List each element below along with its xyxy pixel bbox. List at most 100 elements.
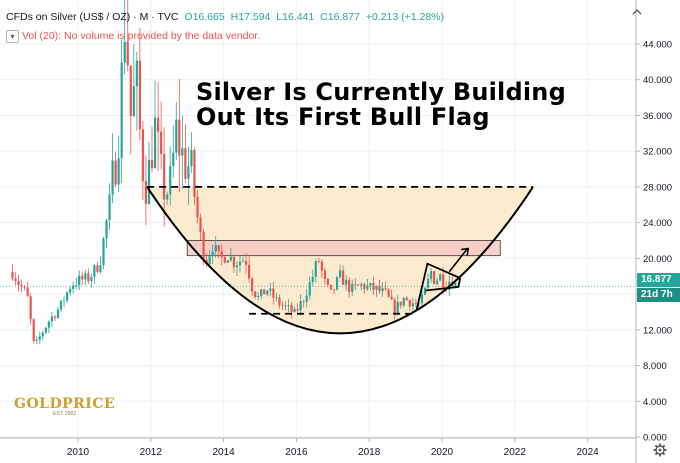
x-tick-label: 2014 xyxy=(212,447,235,458)
y-tick-label: 8.000 xyxy=(643,361,667,372)
y-tick-label: 32.000 xyxy=(643,147,672,158)
candle-body xyxy=(436,280,439,284)
candle-body xyxy=(290,304,293,312)
candle-body xyxy=(354,283,357,285)
candle-body xyxy=(405,297,408,301)
candle-body xyxy=(135,60,138,87)
y-tick-label: 20.000 xyxy=(643,254,672,265)
gear-icon[interactable] xyxy=(653,443,667,457)
candle-body xyxy=(408,300,411,307)
candle-body xyxy=(402,297,405,306)
ohlc-close: C16.877 xyxy=(320,11,360,23)
price-axis[interactable]: 0.0004.0008.00012.00016.00020.00024.0002… xyxy=(635,0,672,463)
candle-body xyxy=(223,257,226,263)
candle-body xyxy=(87,273,90,282)
candle-body xyxy=(190,150,193,167)
candle-body xyxy=(90,276,93,282)
candle-body xyxy=(454,282,457,286)
y-tick-label: 4.000 xyxy=(643,397,667,408)
y-tick-label: 0.000 xyxy=(643,433,667,444)
candle-body xyxy=(287,304,290,306)
y-tick-label: 36.000 xyxy=(643,111,672,122)
chevron-up-icon[interactable] xyxy=(632,9,642,15)
candle-body xyxy=(62,300,66,302)
candle-body xyxy=(414,303,418,305)
candle-body xyxy=(320,261,323,271)
last-price-tag: 16.877 xyxy=(637,273,680,287)
candle-body xyxy=(238,261,242,266)
candle-body xyxy=(84,273,87,280)
x-tick-label: 2012 xyxy=(140,447,163,458)
candle-body xyxy=(378,286,381,292)
cup-curve xyxy=(146,186,534,335)
candle-body xyxy=(260,289,263,297)
candlestick-series xyxy=(11,0,457,345)
candle-body xyxy=(35,339,38,341)
candle-body xyxy=(41,332,44,337)
candle-body xyxy=(263,289,266,295)
candle-body xyxy=(160,131,163,155)
symbol-title[interactable]: CFDs on Silver (US$ / OZ) · M · TVC xyxy=(6,11,179,23)
candle-body xyxy=(281,305,284,307)
legend-volume-row: ▾ Vol (20): No volume is provided by the … xyxy=(6,30,263,43)
candle-body xyxy=(102,238,105,266)
candle-body xyxy=(156,117,160,132)
candle-body xyxy=(11,271,14,279)
chevron-down-icon[interactable]: ▾ xyxy=(6,30,19,43)
logo-name: GOLDPRICE xyxy=(14,396,116,412)
logo-tagline: EST. 2002 xyxy=(53,411,77,417)
candle-body xyxy=(357,284,360,286)
candle-body xyxy=(338,270,342,278)
candle-body xyxy=(56,309,60,318)
candle-body xyxy=(38,336,41,340)
x-tick-label: 2022 xyxy=(504,447,527,458)
candle-body xyxy=(129,65,132,117)
candle-body xyxy=(426,278,430,288)
candle-body xyxy=(138,60,141,130)
candle-body xyxy=(387,289,390,297)
candle-body xyxy=(93,265,96,277)
candle-body xyxy=(220,251,223,258)
candle-body xyxy=(99,265,102,272)
candle-body xyxy=(111,160,114,195)
x-tick-label: 2010 xyxy=(67,447,90,458)
resistance-zone xyxy=(186,240,501,257)
candle-body xyxy=(254,291,257,297)
candle-body xyxy=(226,260,229,263)
candle-body xyxy=(78,275,81,286)
candle-body xyxy=(69,289,72,293)
candle-body xyxy=(65,292,69,301)
candle-body xyxy=(217,245,220,252)
candle-body xyxy=(251,278,254,292)
candle-body xyxy=(308,282,311,296)
candle-body xyxy=(175,119,178,153)
x-tick-label: 2018 xyxy=(358,447,381,458)
candle-body xyxy=(214,245,217,252)
candle-body xyxy=(366,285,369,289)
candle-body xyxy=(96,265,99,272)
candle-body xyxy=(184,148,187,179)
candle-body xyxy=(348,279,351,292)
candle-body xyxy=(196,196,199,218)
candle-body xyxy=(411,303,414,307)
candle-body xyxy=(323,270,327,279)
candle-body xyxy=(141,129,145,182)
candle-body xyxy=(202,231,205,260)
candle-body xyxy=(153,117,157,168)
candle-body xyxy=(199,217,202,232)
candle-body xyxy=(284,305,287,307)
candle-body xyxy=(439,274,442,281)
candle-body xyxy=(345,279,348,285)
chart-headline-annotation: Silver Is Currently Building Out Its Fir… xyxy=(196,78,566,131)
candle-body xyxy=(372,282,375,290)
candle-body xyxy=(393,299,396,314)
time-axis[interactable]: 2010 2012 2014 2016 2018 2020 2022 2024 xyxy=(0,437,636,458)
candle-body xyxy=(257,296,260,297)
candle-body xyxy=(163,154,166,200)
candle-body xyxy=(399,301,402,306)
candle-body xyxy=(193,150,196,197)
candle-body xyxy=(384,288,387,290)
candle-body xyxy=(47,321,50,328)
candle-body xyxy=(229,256,232,261)
